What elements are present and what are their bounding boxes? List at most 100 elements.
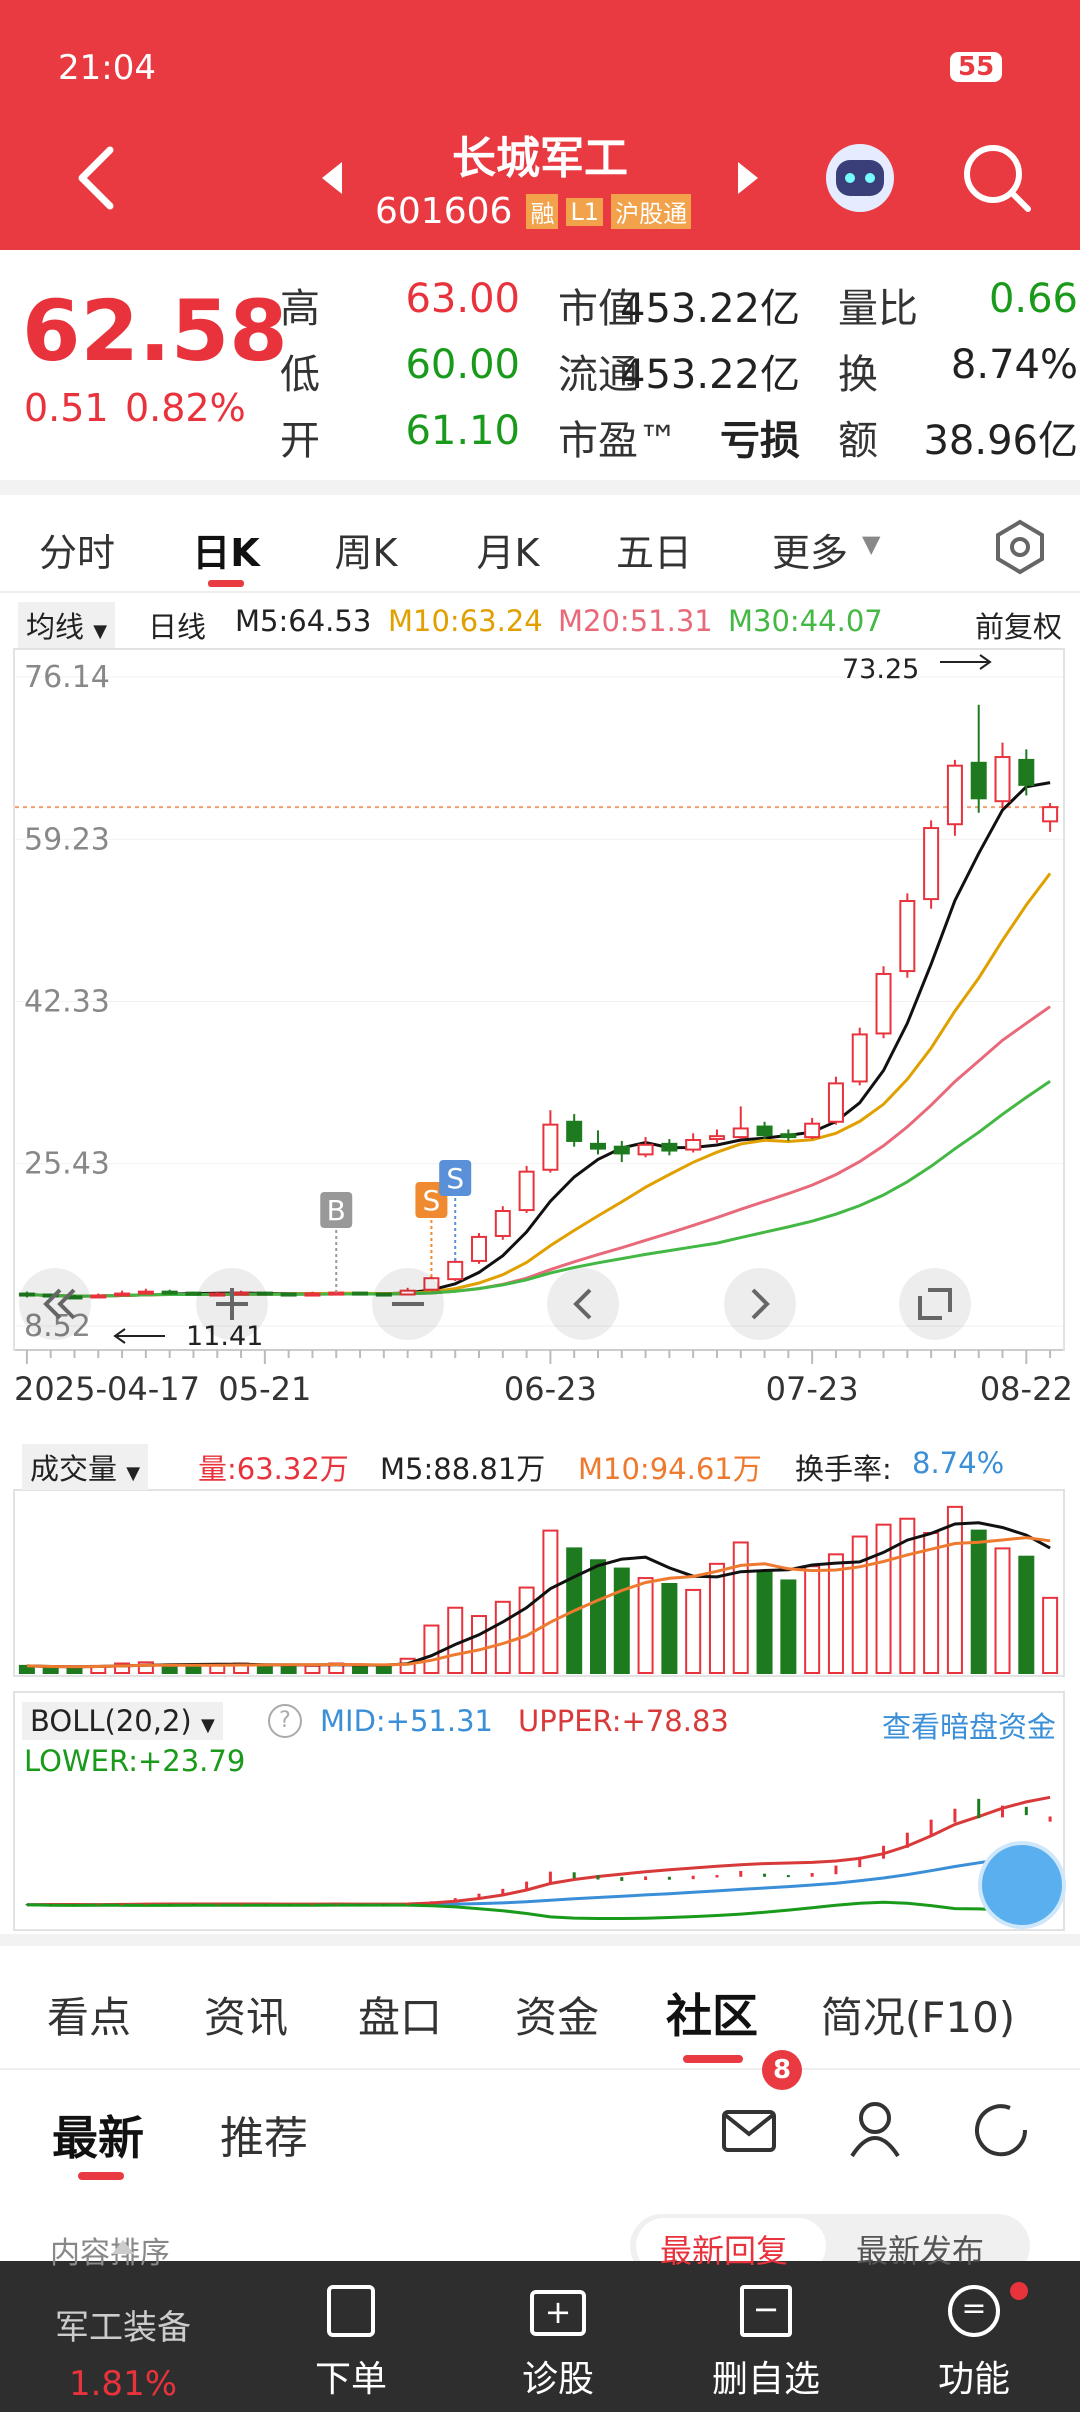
diagnose-icon[interactable]: + (530, 2290, 586, 2336)
chart-button-icon (918, 1288, 952, 1320)
tab[interactable]: 五日 (615, 531, 693, 575)
function-icon[interactable]: = (948, 2285, 1000, 2337)
low-arrow (113, 1328, 165, 1344)
section-tab[interactable]: 简况(F10) (820, 1993, 1016, 2042)
volume-bar (1042, 1596, 1059, 1674)
section-tab[interactable]: 盘口 (357, 1993, 443, 2042)
bottom-item[interactable]: 删自选 (711, 2359, 821, 2400)
volume-ma-line (26, 1521, 1051, 1669)
field-label: 开 (280, 418, 320, 464)
candle-body (399, 1289, 416, 1296)
y-tick-label: 25.43 (24, 1147, 110, 1182)
search-icon[interactable] (964, 145, 1031, 212)
section-tab[interactable]: 看点 (46, 1993, 132, 2042)
section-tab-active[interactable]: 社区 (666, 1989, 758, 2043)
volume-bar (185, 1664, 202, 1675)
x-tick-label: 08-22 (980, 1370, 1073, 1408)
volume-bar (114, 1662, 131, 1675)
boll-selector-label: BOLL(20,2) (30, 1704, 192, 1738)
tips-button[interactable] (978, 1841, 1066, 1929)
back-icon[interactable] (78, 146, 114, 210)
tab[interactable]: 分时 (38, 531, 116, 575)
candle-body (328, 1291, 345, 1296)
bottom-item[interactable]: 下单 (314, 2359, 388, 2400)
adjust[interactable]: 前复权 (974, 610, 1062, 644)
sort-option[interactable]: 最新发布 (856, 2232, 985, 2270)
tab[interactable]: 月K (476, 531, 540, 575)
order-icon[interactable] (327, 2285, 375, 2337)
robot-icon[interactable] (826, 144, 894, 212)
bottom-item[interactable]: 功能 (937, 2359, 1011, 2400)
volume-bar (375, 1664, 392, 1675)
user-icon[interactable] (850, 2102, 900, 2158)
volume-bar (518, 1586, 535, 1675)
high-arrow (940, 654, 992, 670)
x-tick-label: 05-21 (218, 1370, 311, 1408)
candle-body (589, 1142, 606, 1150)
section-tab[interactable]: 资金 (514, 1993, 600, 2042)
volume-bar (804, 1565, 821, 1674)
volume-ma: M10:94.61万 (578, 1452, 762, 1486)
candle-body (827, 1082, 844, 1123)
section-tab[interactable]: 资讯 (203, 1993, 289, 2042)
volume-frame (13, 1489, 1065, 1677)
change: 0.51 (24, 386, 109, 430)
help-icon[interactable]: ? (268, 1704, 302, 1738)
volume-bar (304, 1664, 321, 1675)
code-row: 601606 融 L1 沪股通 (375, 191, 692, 232)
candle-body (685, 1138, 702, 1151)
volume-bar (827, 1553, 844, 1675)
settings-icon[interactable] (996, 519, 1044, 575)
sector[interactable]: 军工装备 (55, 2308, 191, 2348)
sub-tab-active[interactable]: 最新 (52, 2111, 144, 2165)
mail-icon[interactable] (722, 2110, 776, 2152)
candle-body (994, 756, 1011, 803)
sub-tab[interactable]: 推荐 (220, 2113, 308, 2164)
high-label: 73.25 (842, 654, 919, 685)
ma-value: M5:64.53 (235, 604, 372, 638)
boll-upper: UPPER:+78.83 (518, 1704, 729, 1738)
candle-body (875, 972, 892, 1035)
boll-mid: MID:+51.31 (320, 1704, 493, 1738)
x-tick-label: 07-23 (766, 1370, 859, 1408)
volume-bar (542, 1529, 559, 1674)
up-icon (112, 2240, 134, 2254)
remove-icon[interactable]: − (740, 2285, 792, 2337)
tab-active[interactable]: 日K (192, 531, 260, 575)
refresh-icon[interactable] (975, 2104, 1028, 2157)
chart-button[interactable] (899, 1268, 971, 1340)
chart-button[interactable] (19, 1268, 91, 1340)
tab[interactable]: 更多 (771, 531, 849, 575)
volume-selector[interactable]: 成交量 ▼ (22, 1444, 149, 1490)
ma-selector[interactable]: 均线 ▼ (18, 602, 116, 648)
volume-bar (589, 1559, 606, 1675)
volume-bar (970, 1529, 987, 1674)
chart-button[interactable] (724, 1268, 796, 1340)
y-tick-label: 42.33 (24, 985, 110, 1020)
boll-link[interactable]: 查看暗盘资金 (881, 1710, 1056, 1744)
bottom-item[interactable]: 诊股 (521, 2359, 595, 2400)
field-label: 高 (280, 286, 320, 332)
boll-selector[interactable]: BOLL(20,2) ▼ (22, 1702, 223, 1740)
chart-button[interactable] (547, 1268, 619, 1340)
field-label: 低 (280, 352, 320, 398)
boll-line (26, 1900, 1051, 1920)
settings-icon[interactable] (1010, 537, 1030, 557)
volume-bar (447, 1606, 464, 1674)
volume-bar (851, 1535, 868, 1674)
prev-icon[interactable] (322, 162, 342, 194)
price: 62.58 (22, 282, 288, 380)
candle-body (494, 1210, 511, 1237)
volume-bar (137, 1661, 154, 1674)
volume-bar (756, 1571, 773, 1674)
marker-box (320, 1192, 353, 1228)
sort-option[interactable]: 最新回复 (660, 2232, 789, 2270)
tab[interactable]: 周K (334, 531, 398, 575)
stock-name: 长城军工 (452, 133, 628, 184)
gap (0, 1934, 1080, 1946)
divider (0, 2068, 1080, 2070)
next-icon[interactable] (738, 162, 758, 194)
chart-button-icon (43, 1288, 76, 1320)
dropdown-icon: ▼ (126, 1463, 141, 1484)
